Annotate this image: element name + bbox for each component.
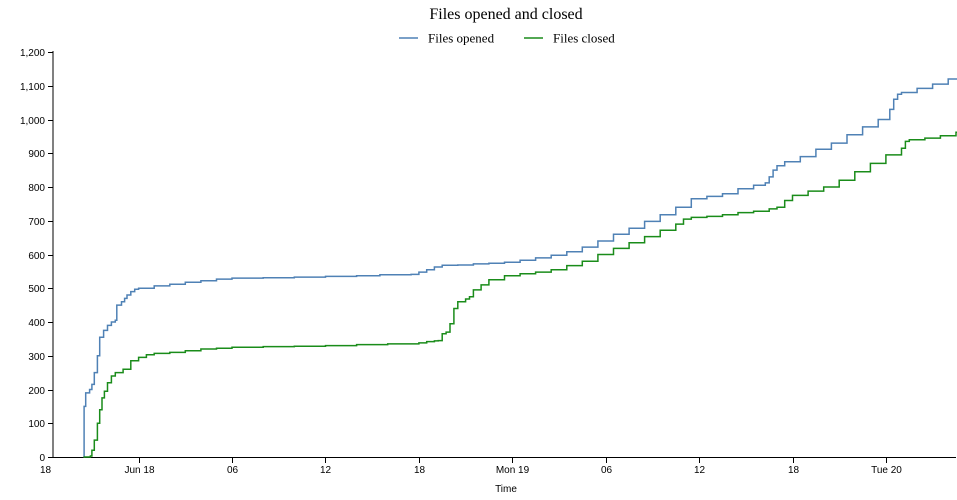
legend-label: Files opened <box>428 31 495 46</box>
y-tick-label: 800 <box>28 183 45 194</box>
x-tick-label: Tue 20 <box>871 465 902 476</box>
x-tick-label: Jun 18 <box>124 465 154 476</box>
x-tick-label: 12 <box>694 465 706 476</box>
x-tick-label: 06 <box>601 465 613 476</box>
x-tick-label: 18 <box>788 465 800 476</box>
chart-title: Files opened and closed <box>429 6 582 23</box>
legend-item-files-closed[interactable]: Files closed <box>524 31 615 46</box>
y-tick-label: 600 <box>28 251 45 262</box>
x-tick-label: 06 <box>227 465 239 476</box>
y-tick-label: 200 <box>28 386 45 397</box>
y-axis: 0 100 200 300 400 500 600 700 800 900 1,000 1,100 1,… <box>20 48 54 464</box>
legend-label: Files closed <box>553 31 615 46</box>
x-tick-label: 18 <box>414 465 426 476</box>
legend-item-files-opened[interactable]: Files opened <box>399 31 495 46</box>
chart-legend: Files opened Files closed <box>399 31 615 46</box>
y-tick-label: 300 <box>28 352 45 363</box>
y-tick-label: 1,100 <box>20 82 45 93</box>
x-tick-label: 12 <box>320 465 332 476</box>
x-axis: 18 Jun 18 06 12 18 Mon 19 06 12 18 Tue 20 <box>40 457 956 476</box>
y-tick-label: 1,000 <box>20 116 45 127</box>
y-tick-label: 900 <box>28 149 45 160</box>
y-tick-label: 400 <box>28 318 45 329</box>
series-group <box>83 78 957 458</box>
x-tick-label: 18 <box>40 465 52 476</box>
y-tick-label: 1,200 <box>20 48 45 59</box>
series-line-files-closed <box>83 131 957 458</box>
y-tick-label: 700 <box>28 217 45 228</box>
y-tick-label: 500 <box>28 284 45 295</box>
x-axis-label: Time <box>495 484 517 495</box>
x-tick-label: Mon 19 <box>496 465 530 476</box>
series-line-files-opened <box>83 78 957 458</box>
y-tick-label: 0 <box>39 453 45 464</box>
y-tick-label: 100 <box>28 419 45 430</box>
